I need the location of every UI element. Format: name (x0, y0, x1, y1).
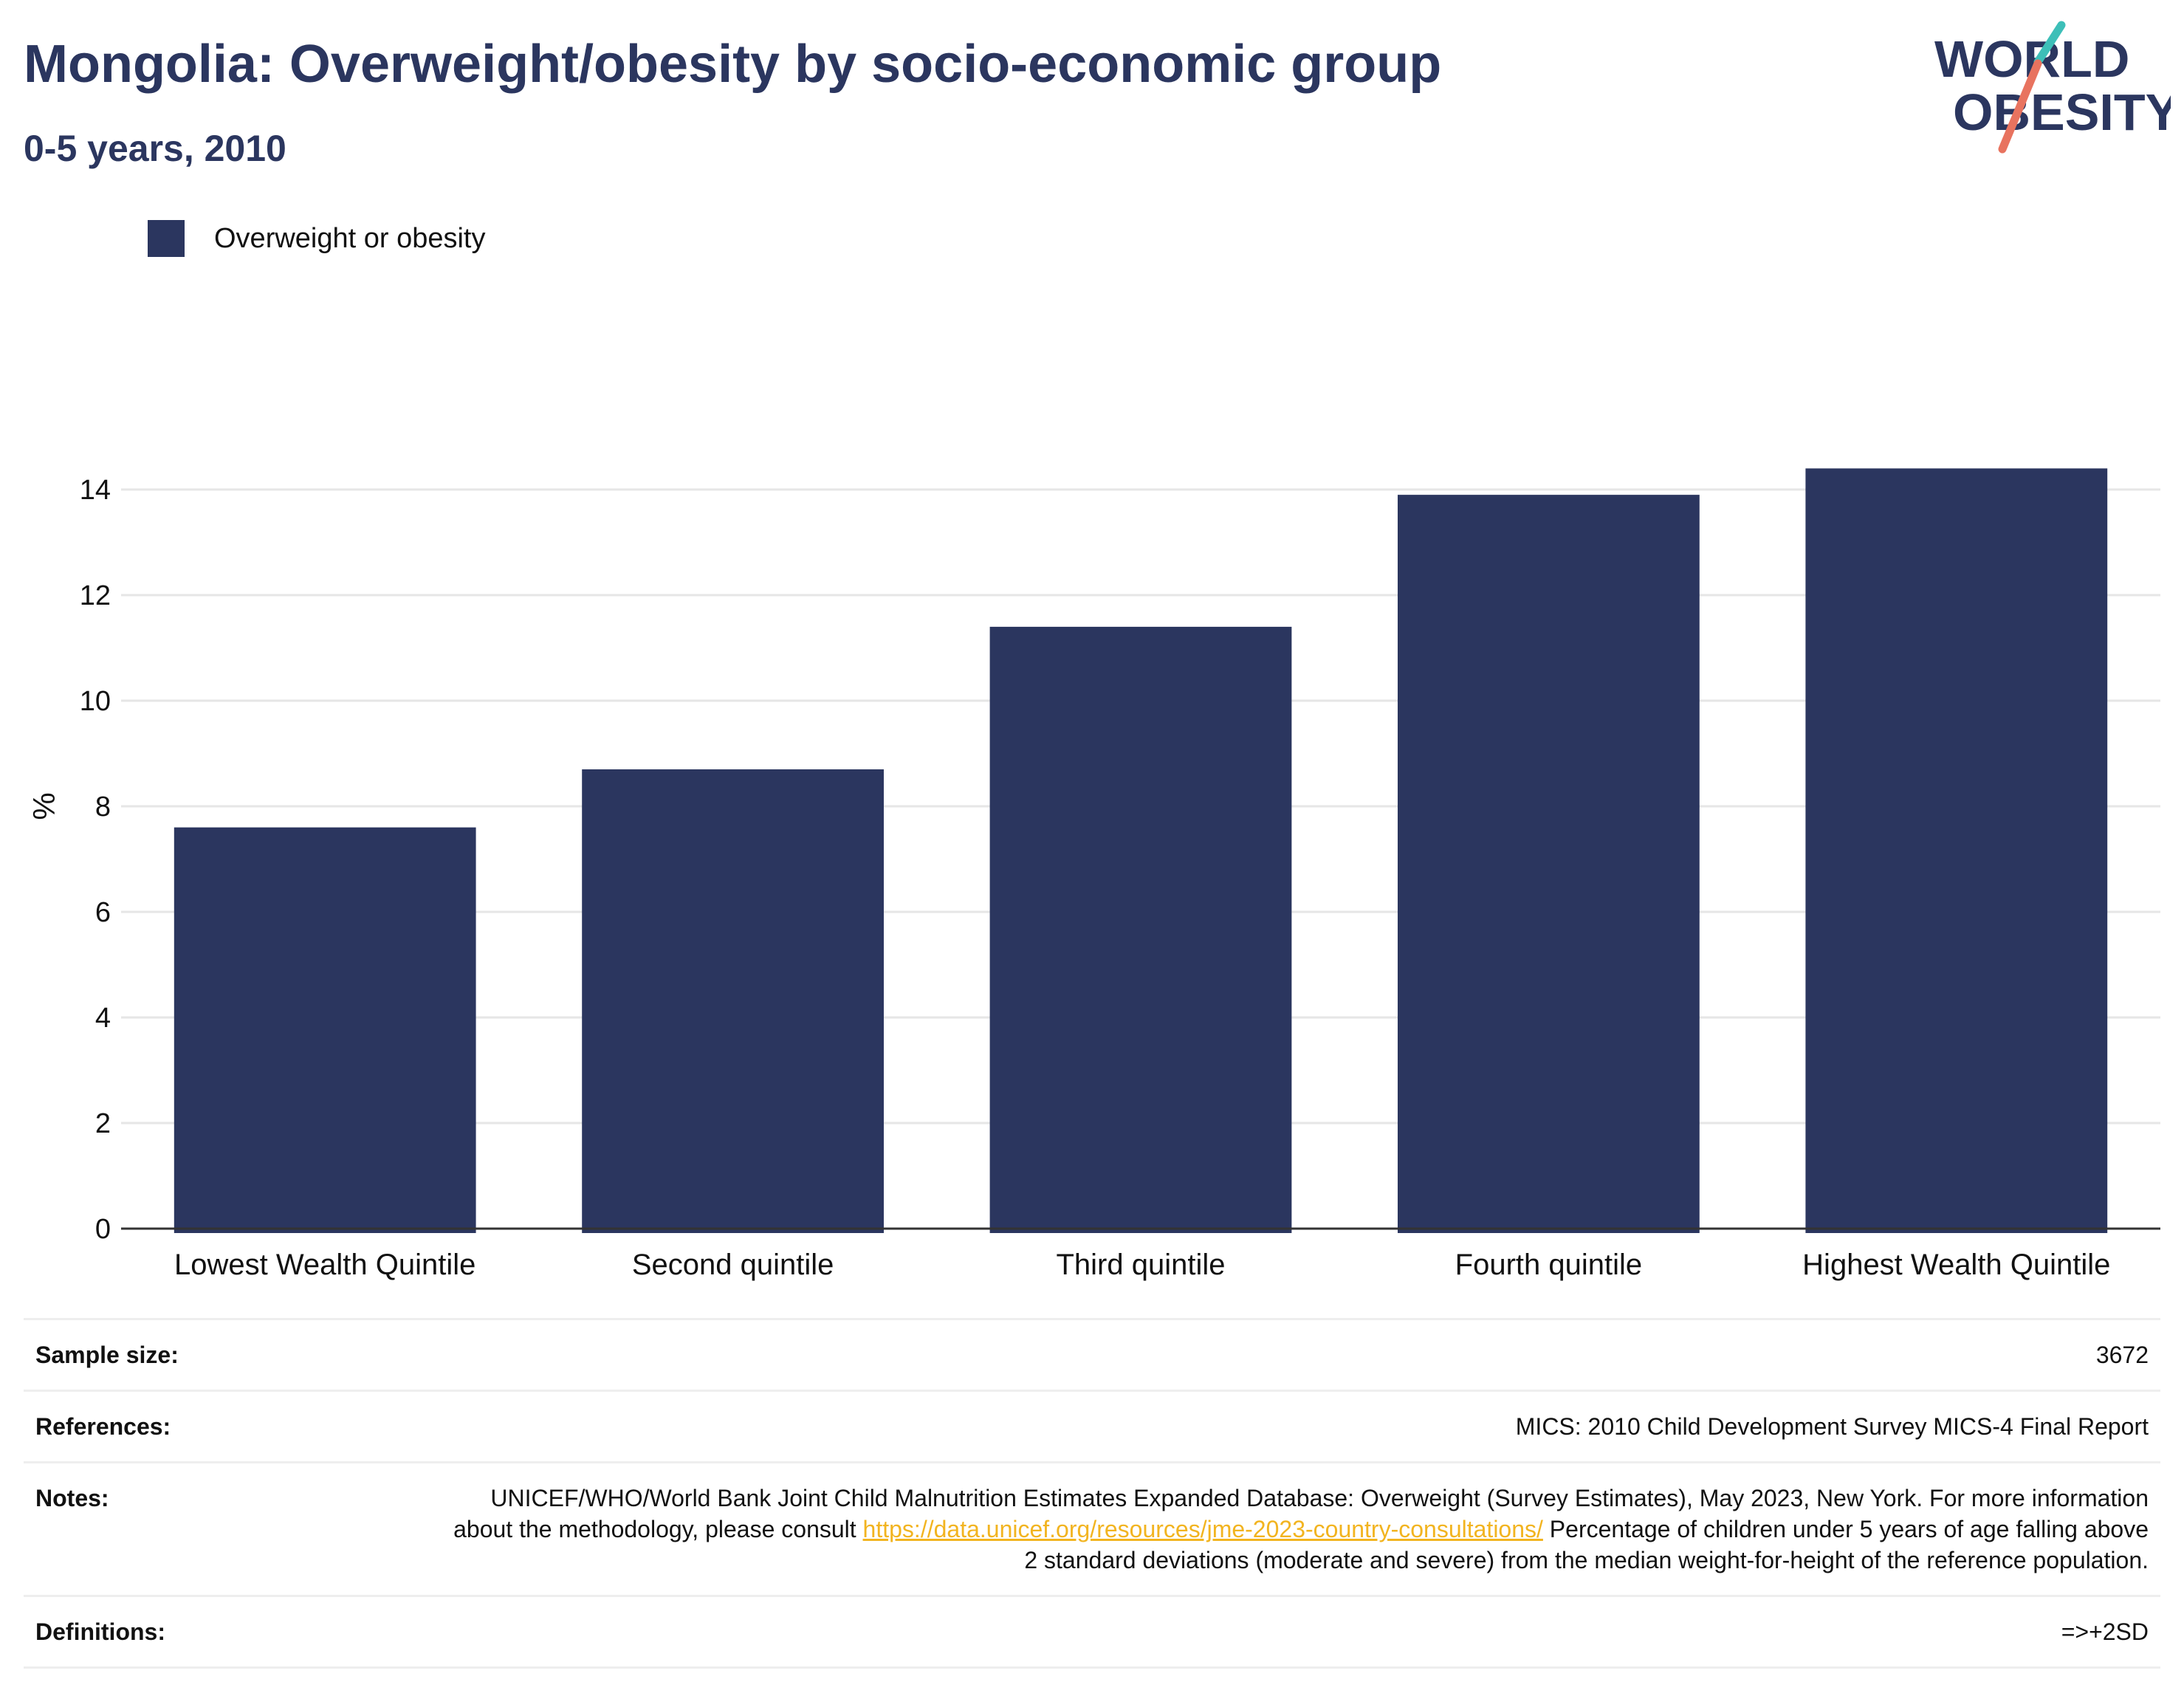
y-tick-label: 2 (95, 1108, 111, 1139)
references-label: References: (35, 1413, 171, 1440)
bar-chart: 0 2 4 6 8 10 12 14% Lowest Wealth Quintile Second… (27, 468, 2160, 1281)
logo-slash-coral (1998, 59, 2042, 154)
y-tick-label: 12 (80, 580, 111, 611)
bar (582, 769, 884, 1233)
x-tick-label: Lowest Wealth Quintile (174, 1249, 475, 1281)
y-tick-label: 4 (95, 1003, 111, 1034)
notes-link[interactable]: https://data.unicef.org/resources/jme-20… (862, 1516, 1543, 1542)
references-row: References: MICS: 2010 Child Development… (24, 1390, 2160, 1461)
y-tick-label: 10 (80, 686, 111, 717)
bar (1398, 495, 1700, 1233)
chart-title: Mongolia: Overweight/obesity by socio-ec… (24, 35, 1442, 94)
bar (989, 626, 1292, 1233)
legend-label: Overweight or obesity (214, 222, 486, 254)
definitions-row: Definitions: =>+2SD (24, 1595, 2160, 1669)
sample-size-value: 3672 (2095, 1342, 2149, 1368)
y-axis-label: % (27, 792, 61, 820)
bar (1805, 468, 2108, 1233)
x-tick-label: Fourth quintile (1455, 1249, 1642, 1281)
legend: Overweight or obesity (148, 219, 486, 258)
notes-row: Notes: UNICEF/WHO/World Bank Joint Child… (24, 1461, 2160, 1595)
notes-text-after: Percentage of children under 5 years of … (1024, 1516, 2149, 1573)
notes-text-before: UNICEF/WHO/World Bank Joint Child Malnut… (453, 1485, 2149, 1542)
references-value: MICS: 2010 Child Development Survey MICS… (1515, 1413, 2149, 1440)
sample-size-row: Sample size: 3672 (24, 1318, 2160, 1390)
sample-size-label: Sample size: (35, 1342, 179, 1368)
notes-value: UNICEF/WHO/World Bank Joint Child Malnut… (436, 1483, 2149, 1576)
bar (174, 827, 476, 1233)
x-tick-label: Highest Wealth Quintile (1802, 1249, 2110, 1281)
y-tick-label: 0 (95, 1214, 111, 1245)
y-tick-label: 8 (95, 792, 111, 823)
x-tick-label: Third quintile (1056, 1249, 1225, 1281)
definitions-value: =>+2SD (2061, 1618, 2149, 1645)
definitions-label: Definitions: (35, 1618, 165, 1645)
y-tick-label: 14 (80, 475, 111, 506)
logo-line2: OBESITY (1953, 83, 2171, 141)
chart-subtitle: 0-5 years, 2010 (24, 128, 286, 169)
world-obesity-logo: WORLD OBESITY (1934, 21, 2171, 154)
y-tick-label: 6 (95, 897, 111, 928)
info-table: Sample size: 3672 References: MICS: 2010… (24, 1318, 2160, 1669)
x-tick-label: Second quintile (632, 1249, 834, 1281)
notes-label: Notes: (35, 1485, 109, 1511)
logo-slash-teal (2033, 21, 2066, 66)
legend-swatch[interactable] (148, 220, 185, 257)
